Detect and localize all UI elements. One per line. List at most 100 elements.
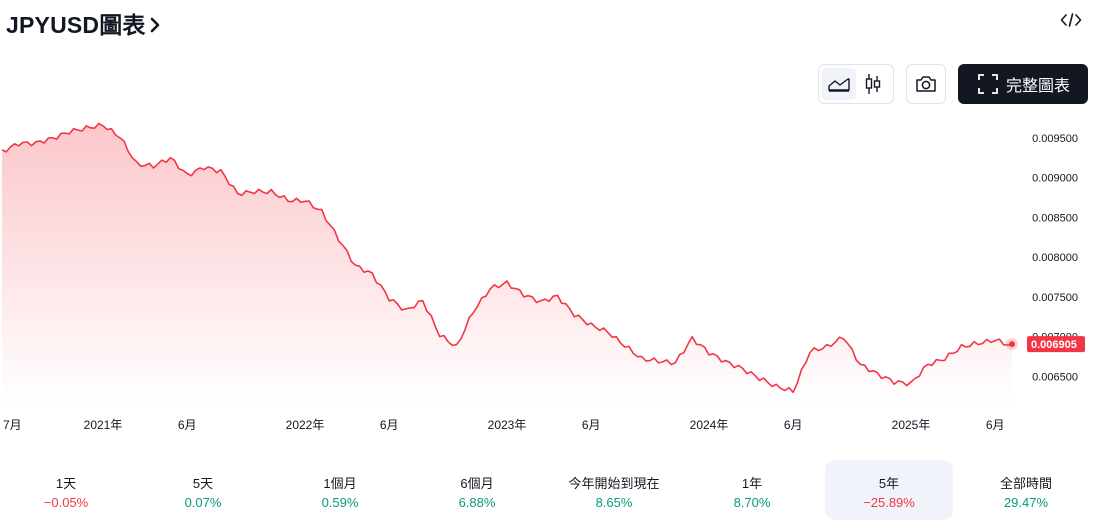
data-point xyxy=(488,287,492,291)
y-tick-label: 0.007500 xyxy=(1032,292,1078,304)
period-label: 6個月 xyxy=(460,476,494,491)
data-point xyxy=(892,382,896,386)
period-label: 全部時間 xyxy=(999,476,1052,491)
data-point xyxy=(993,339,997,343)
y-axis: 0.0065000.0070000.0075000.0080000.008500… xyxy=(1032,133,1078,384)
candlestick-chart-button[interactable] xyxy=(856,68,890,100)
candlestick-icon xyxy=(865,74,881,94)
data-point xyxy=(370,271,374,275)
data-point xyxy=(471,311,475,315)
snapshot-button[interactable] xyxy=(906,64,946,104)
y-tick-label: 0.009000 xyxy=(1032,173,1078,185)
data-point xyxy=(657,361,661,365)
price-line xyxy=(1,122,1013,394)
x-tick-label: 2023年 xyxy=(488,418,527,432)
y-tick-label: 0.008000 xyxy=(1032,252,1078,264)
y-tick-label: 0.009500 xyxy=(1032,133,1078,145)
data-point xyxy=(320,207,324,211)
data-point xyxy=(505,279,509,283)
period-5d[interactable]: 5天 0.07% xyxy=(139,460,267,520)
data-point xyxy=(673,361,677,365)
period-label: 5年 xyxy=(878,476,900,491)
data-point xyxy=(438,335,442,339)
data-point xyxy=(875,370,879,374)
camera-icon xyxy=(916,76,936,92)
x-tick-label: 6月 xyxy=(582,418,601,432)
data-point xyxy=(589,321,593,325)
last-price-label: 0.006905 xyxy=(1031,339,1077,351)
period-change: 0.07% xyxy=(184,495,222,510)
data-point xyxy=(135,160,139,164)
data-point xyxy=(185,172,189,176)
fullscreen-icon xyxy=(978,74,998,94)
data-point xyxy=(808,351,812,355)
fullscreen-chart-button[interactable]: 完整圖表 xyxy=(958,64,1089,104)
period-label: 1個月 xyxy=(323,476,357,491)
period-6m[interactable]: 6個月 6.88% xyxy=(413,460,541,520)
data-point xyxy=(522,295,526,299)
period-change: 8.65% xyxy=(595,495,633,510)
period-ytd[interactable]: 今年開始到現在 8.65% xyxy=(550,460,678,520)
data-point xyxy=(606,331,610,335)
chart-type-switch xyxy=(818,64,894,104)
data-point xyxy=(825,343,829,347)
data-point xyxy=(976,343,980,347)
data-point xyxy=(758,378,762,382)
period-1m[interactable]: 1個月 0.59% xyxy=(276,460,404,520)
data-point xyxy=(253,192,257,196)
area-chart-icon xyxy=(828,78,850,92)
data-point xyxy=(152,166,156,170)
period-1d[interactable]: 1天 −0.05% xyxy=(2,460,130,520)
last-price-badge xyxy=(1027,336,1085,353)
data-point xyxy=(118,136,122,140)
x-tick-label: 6月 xyxy=(380,418,399,432)
data-point xyxy=(67,132,71,136)
period-change: 8.70% xyxy=(733,495,771,510)
period-5y[interactable]: 5年 −25.89% xyxy=(825,460,953,520)
chart-title-link[interactable]: JPYUSD圖表 xyxy=(6,6,160,40)
data-point xyxy=(774,382,778,386)
x-tick-label: 2025年 xyxy=(892,418,931,432)
data-point xyxy=(17,144,21,148)
data-point xyxy=(404,307,408,311)
x-tick-label: 6月 xyxy=(178,418,197,432)
code-embed-icon xyxy=(1060,13,1082,27)
data-point xyxy=(707,353,711,357)
period-change: 6.88% xyxy=(458,495,496,510)
data-point xyxy=(741,366,745,370)
period-label: 1年 xyxy=(741,476,763,491)
data-point xyxy=(269,188,273,192)
data-point xyxy=(724,359,728,363)
data-point xyxy=(842,337,846,341)
x-tick-label: 7月 xyxy=(3,418,22,432)
data-point xyxy=(219,168,223,172)
last-price-dot xyxy=(1009,341,1015,348)
x-tick-label: 2024年 xyxy=(690,418,729,432)
period-label: 1天 xyxy=(55,476,77,491)
data-point xyxy=(791,390,795,394)
data-point xyxy=(421,299,425,303)
y-tick-label: 0.006500 xyxy=(1032,371,1078,383)
y-tick-label: 0.008500 xyxy=(1032,212,1078,224)
chevron-right-icon xyxy=(150,17,159,32)
data-point xyxy=(640,355,644,359)
period-all[interactable]: 全部時間 29.47% xyxy=(962,460,1090,520)
embed-code-button[interactable] xyxy=(1058,10,1084,30)
data-point xyxy=(859,362,863,366)
page-title: JPYUSD圖表 xyxy=(6,12,146,38)
period-selector: 1天 −0.05% 5天 0.07% 1個月 0.59% 6個月 6.88% 今年開始到… xyxy=(0,460,1095,520)
fullscreen-label: 完整圖表 xyxy=(1006,78,1071,95)
data-point xyxy=(51,136,55,140)
data-point xyxy=(572,315,576,319)
period-1y[interactable]: 1年 8.70% xyxy=(688,460,816,520)
data-point xyxy=(387,299,391,303)
data-point xyxy=(0,148,4,152)
data-point xyxy=(455,343,459,347)
x-tick-label: 2021年 xyxy=(84,418,123,432)
area-chart-button[interactable] xyxy=(822,68,856,100)
data-point xyxy=(168,156,172,160)
price-chart[interactable]: 0.0065000.0070000.0075000.0080000.008500… xyxy=(0,110,1095,440)
period-label: 今年開始到現在 xyxy=(568,476,660,491)
data-point xyxy=(623,345,627,349)
data-point xyxy=(943,359,947,363)
